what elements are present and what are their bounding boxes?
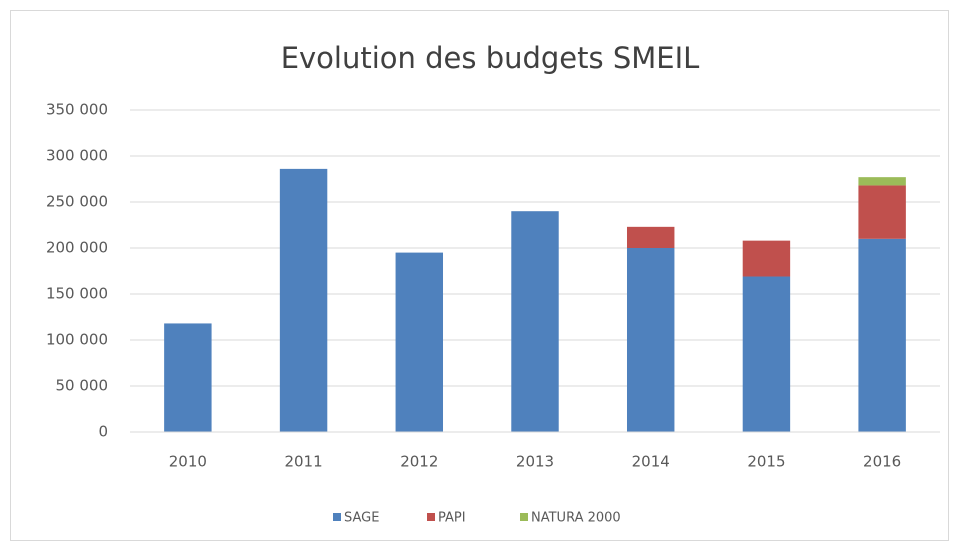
bar-segment: [858, 185, 906, 239]
y-tick-label: 300 000: [46, 147, 108, 165]
y-tick-label: 200 000: [46, 239, 108, 257]
bar-segment: [164, 323, 212, 432]
chart-title: Evolution des budgets SMEIL: [281, 41, 700, 75]
legend-swatch: [520, 513, 528, 521]
bar-segment: [858, 177, 906, 186]
bar-segment: [626, 248, 675, 432]
y-tick-label: 100 000: [46, 331, 108, 349]
y-tick-label: 250 000: [46, 193, 108, 211]
y-tick-label: 150 000: [46, 285, 108, 303]
plot-area: 0 50 000 100 000 150 000 200 000 250 000 300 0…: [46, 101, 940, 471]
bar-segment: [858, 238, 906, 432]
legend-label: PAPI: [438, 511, 466, 526]
legend-swatch: [333, 513, 341, 521]
legend: SAGE PAPI NATURA 2000: [333, 511, 621, 526]
bar-segment: [626, 226, 675, 248]
y-tick-label: 350 000: [46, 101, 108, 119]
x-tick-label: 2012: [400, 453, 438, 471]
bar-segment: [742, 276, 791, 432]
legend-swatch: [427, 513, 435, 521]
bar-segment: [742, 240, 791, 277]
legend-label: SAGE: [344, 511, 379, 526]
bar-segment: [395, 252, 444, 432]
x-tick-label: 2010: [169, 453, 207, 471]
bar-segment: [511, 211, 559, 432]
y-tick-label: 50 000: [56, 377, 109, 395]
x-tick-label: 2016: [863, 453, 901, 471]
legend-label: NATURA 2000: [531, 511, 621, 526]
x-tick-label: 2015: [747, 453, 785, 471]
x-tick-label: 2014: [632, 453, 670, 471]
y-tick-label: 0: [98, 423, 108, 441]
bar-segment: [279, 168, 328, 432]
chart-frame: [10, 10, 949, 541]
x-tick-label: 2011: [284, 453, 322, 471]
x-tick-label: 2013: [516, 453, 554, 471]
